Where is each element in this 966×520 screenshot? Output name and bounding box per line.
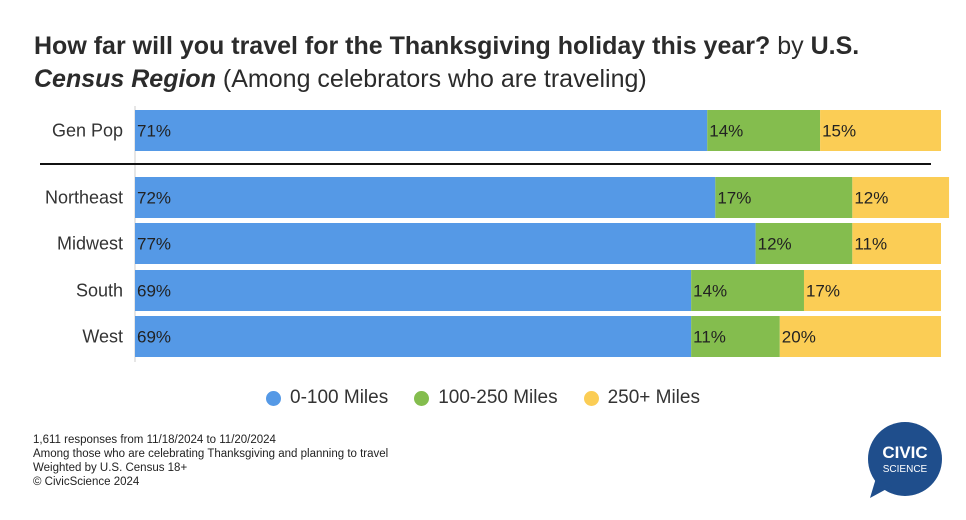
bar-segment-west-0 bbox=[135, 316, 692, 357]
bar-segment-west-1 bbox=[691, 316, 780, 357]
bar-segment-northeast-0 bbox=[135, 177, 716, 218]
footnote-copyright: © CivicScience 2024 bbox=[33, 476, 140, 488]
stacked-bar-chart: Gen Pop 71% 14% 15% Northeast 72% 17% 12% Midwes… bbox=[40, 106, 950, 362]
data-label-northeast-0: 72% bbox=[137, 189, 171, 208]
title-census-region: Census Region bbox=[34, 65, 216, 93]
legend-swatch-green bbox=[414, 390, 430, 406]
bar-segment-south-2 bbox=[803, 270, 941, 311]
data-label-south-2: 17% bbox=[806, 282, 840, 301]
bar-segment-gen-pop-2 bbox=[820, 110, 941, 151]
category-label-west: West bbox=[82, 327, 123, 347]
data-label-northeast-2: 12% bbox=[854, 189, 888, 208]
bar-segment-south-0 bbox=[135, 270, 692, 311]
data-label-west-0: 69% bbox=[137, 328, 171, 347]
title-by: by bbox=[770, 32, 811, 60]
civicscience-logo: CIVIC SCIENCE bbox=[868, 422, 942, 498]
bar-segment-gen-pop-0 bbox=[135, 110, 708, 151]
logo-text-science: SCIENCE bbox=[883, 464, 928, 475]
data-label-gen-pop-0: 71% bbox=[137, 122, 171, 141]
data-label-midwest-1: 12% bbox=[758, 235, 792, 254]
bar-segment-west-2 bbox=[779, 316, 941, 357]
data-label-gen-pop-1: 14% bbox=[709, 122, 743, 141]
category-label-south: South bbox=[76, 281, 123, 301]
title-subtitle: (Among celebrators who are traveling) bbox=[215, 65, 647, 93]
footnote-responses: 1,611 responses from 11/18/2024 to 11/20… bbox=[33, 434, 276, 446]
bar-segment-south-1 bbox=[691, 270, 804, 311]
bar-segment-midwest-2 bbox=[852, 223, 941, 264]
chart-legend: 0-100 Miles 100-250 Miles 250+ Miles bbox=[0, 387, 966, 409]
data-label-west-2: 20% bbox=[782, 328, 816, 347]
data-label-south-1: 14% bbox=[693, 282, 727, 301]
bar-segment-midwest-1 bbox=[755, 223, 853, 264]
data-label-midwest-0: 77% bbox=[137, 235, 171, 254]
data-label-west-1: 11% bbox=[693, 328, 726, 347]
logo-text-civic: CIVIC bbox=[882, 443, 927, 462]
category-label-gen-pop: Gen Pop bbox=[52, 121, 123, 141]
category-label-northeast: Northeast bbox=[45, 188, 123, 208]
data-label-gen-pop-2: 15% bbox=[822, 122, 856, 141]
legend-swatch-blue bbox=[266, 390, 281, 406]
bar-segment-northeast-2 bbox=[852, 177, 950, 218]
legend-swatch-yellow bbox=[583, 390, 599, 406]
footnotes: 1,611 responses from 11/18/2024 to 11/20… bbox=[33, 433, 388, 489]
bar-segment-northeast-1 bbox=[715, 177, 853, 218]
category-label-midwest: Midwest bbox=[57, 234, 123, 254]
legend-label-0-100: 0-100 Miles bbox=[290, 387, 389, 408]
footnote-population: Among those who are celebrating Thanksgi… bbox=[33, 448, 389, 460]
data-label-northeast-1: 17% bbox=[717, 189, 751, 208]
legend-label-250-plus: 250+ Miles bbox=[607, 387, 700, 408]
bar-segment-gen-pop-1 bbox=[707, 110, 821, 151]
chart-title: How far will you travel for the Thanksgi… bbox=[34, 30, 934, 96]
legend-item-250-plus: 250+ Miles bbox=[583, 387, 700, 409]
legend-item-100-250: 100-250 Miles bbox=[414, 387, 558, 409]
legend-item-0-100: 0-100 Miles bbox=[266, 387, 388, 409]
data-label-midwest-2: 11% bbox=[854, 235, 887, 254]
title-us: U.S. bbox=[810, 32, 860, 60]
bar-segment-midwest-0 bbox=[135, 223, 756, 264]
legend-label-100-250: 100-250 Miles bbox=[438, 387, 558, 408]
data-label-south-0: 69% bbox=[137, 282, 171, 301]
title-question: How far will you travel for the Thanksgi… bbox=[34, 32, 771, 60]
footnote-weighting: Weighted by U.S. Census 18+ bbox=[33, 462, 188, 474]
